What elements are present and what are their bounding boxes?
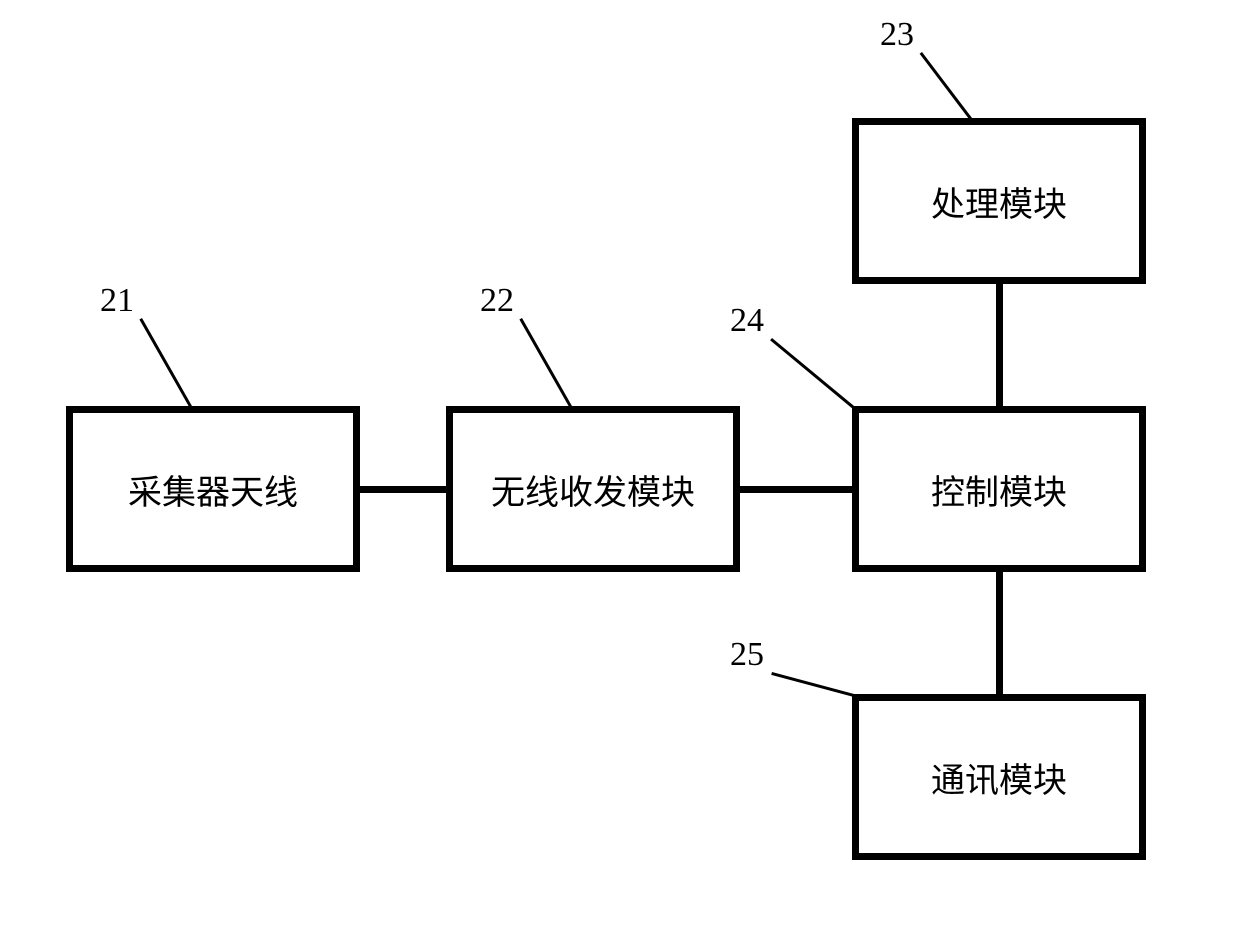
- ref-label-n24: 24: [730, 302, 764, 340]
- ref-label-n22: 22: [480, 282, 514, 320]
- node-n25: 通讯模块: [852, 694, 1146, 860]
- leader-n23: [920, 52, 972, 120]
- edge-n21-n22: [360, 486, 446, 493]
- node-n21: 采集器天线: [66, 406, 360, 572]
- edge-n24-n25: [996, 572, 1003, 694]
- diagram-canvas: 采集器天线 无线收发模块 处理模块控制模块通讯模块 21 22 23 24 25: [0, 0, 1240, 937]
- node-n23: 处理模块: [852, 118, 1146, 284]
- node-label-n23: 处理模块: [931, 177, 1067, 226]
- node-label-n25: 通讯模块: [931, 753, 1067, 802]
- node-label-n24: 控制模块: [931, 465, 1067, 514]
- ref-label-n25: 25: [730, 636, 764, 674]
- edge-n23-n24: [996, 284, 1003, 406]
- edge-n22-n24: [740, 486, 852, 493]
- node-label-n22: 无线收发模块: [491, 465, 695, 514]
- ref-label-n23: 23: [880, 16, 914, 54]
- leader-n25: [771, 672, 854, 697]
- leader-n21: [139, 318, 192, 407]
- node-n24: 控制模块: [852, 406, 1146, 572]
- leader-n22: [519, 318, 572, 407]
- ref-label-n21: 21: [100, 282, 134, 320]
- node-label-n21: 采集器天线: [128, 465, 298, 514]
- node-n22: 无线收发模块: [446, 406, 740, 572]
- leader-n24: [770, 338, 854, 408]
